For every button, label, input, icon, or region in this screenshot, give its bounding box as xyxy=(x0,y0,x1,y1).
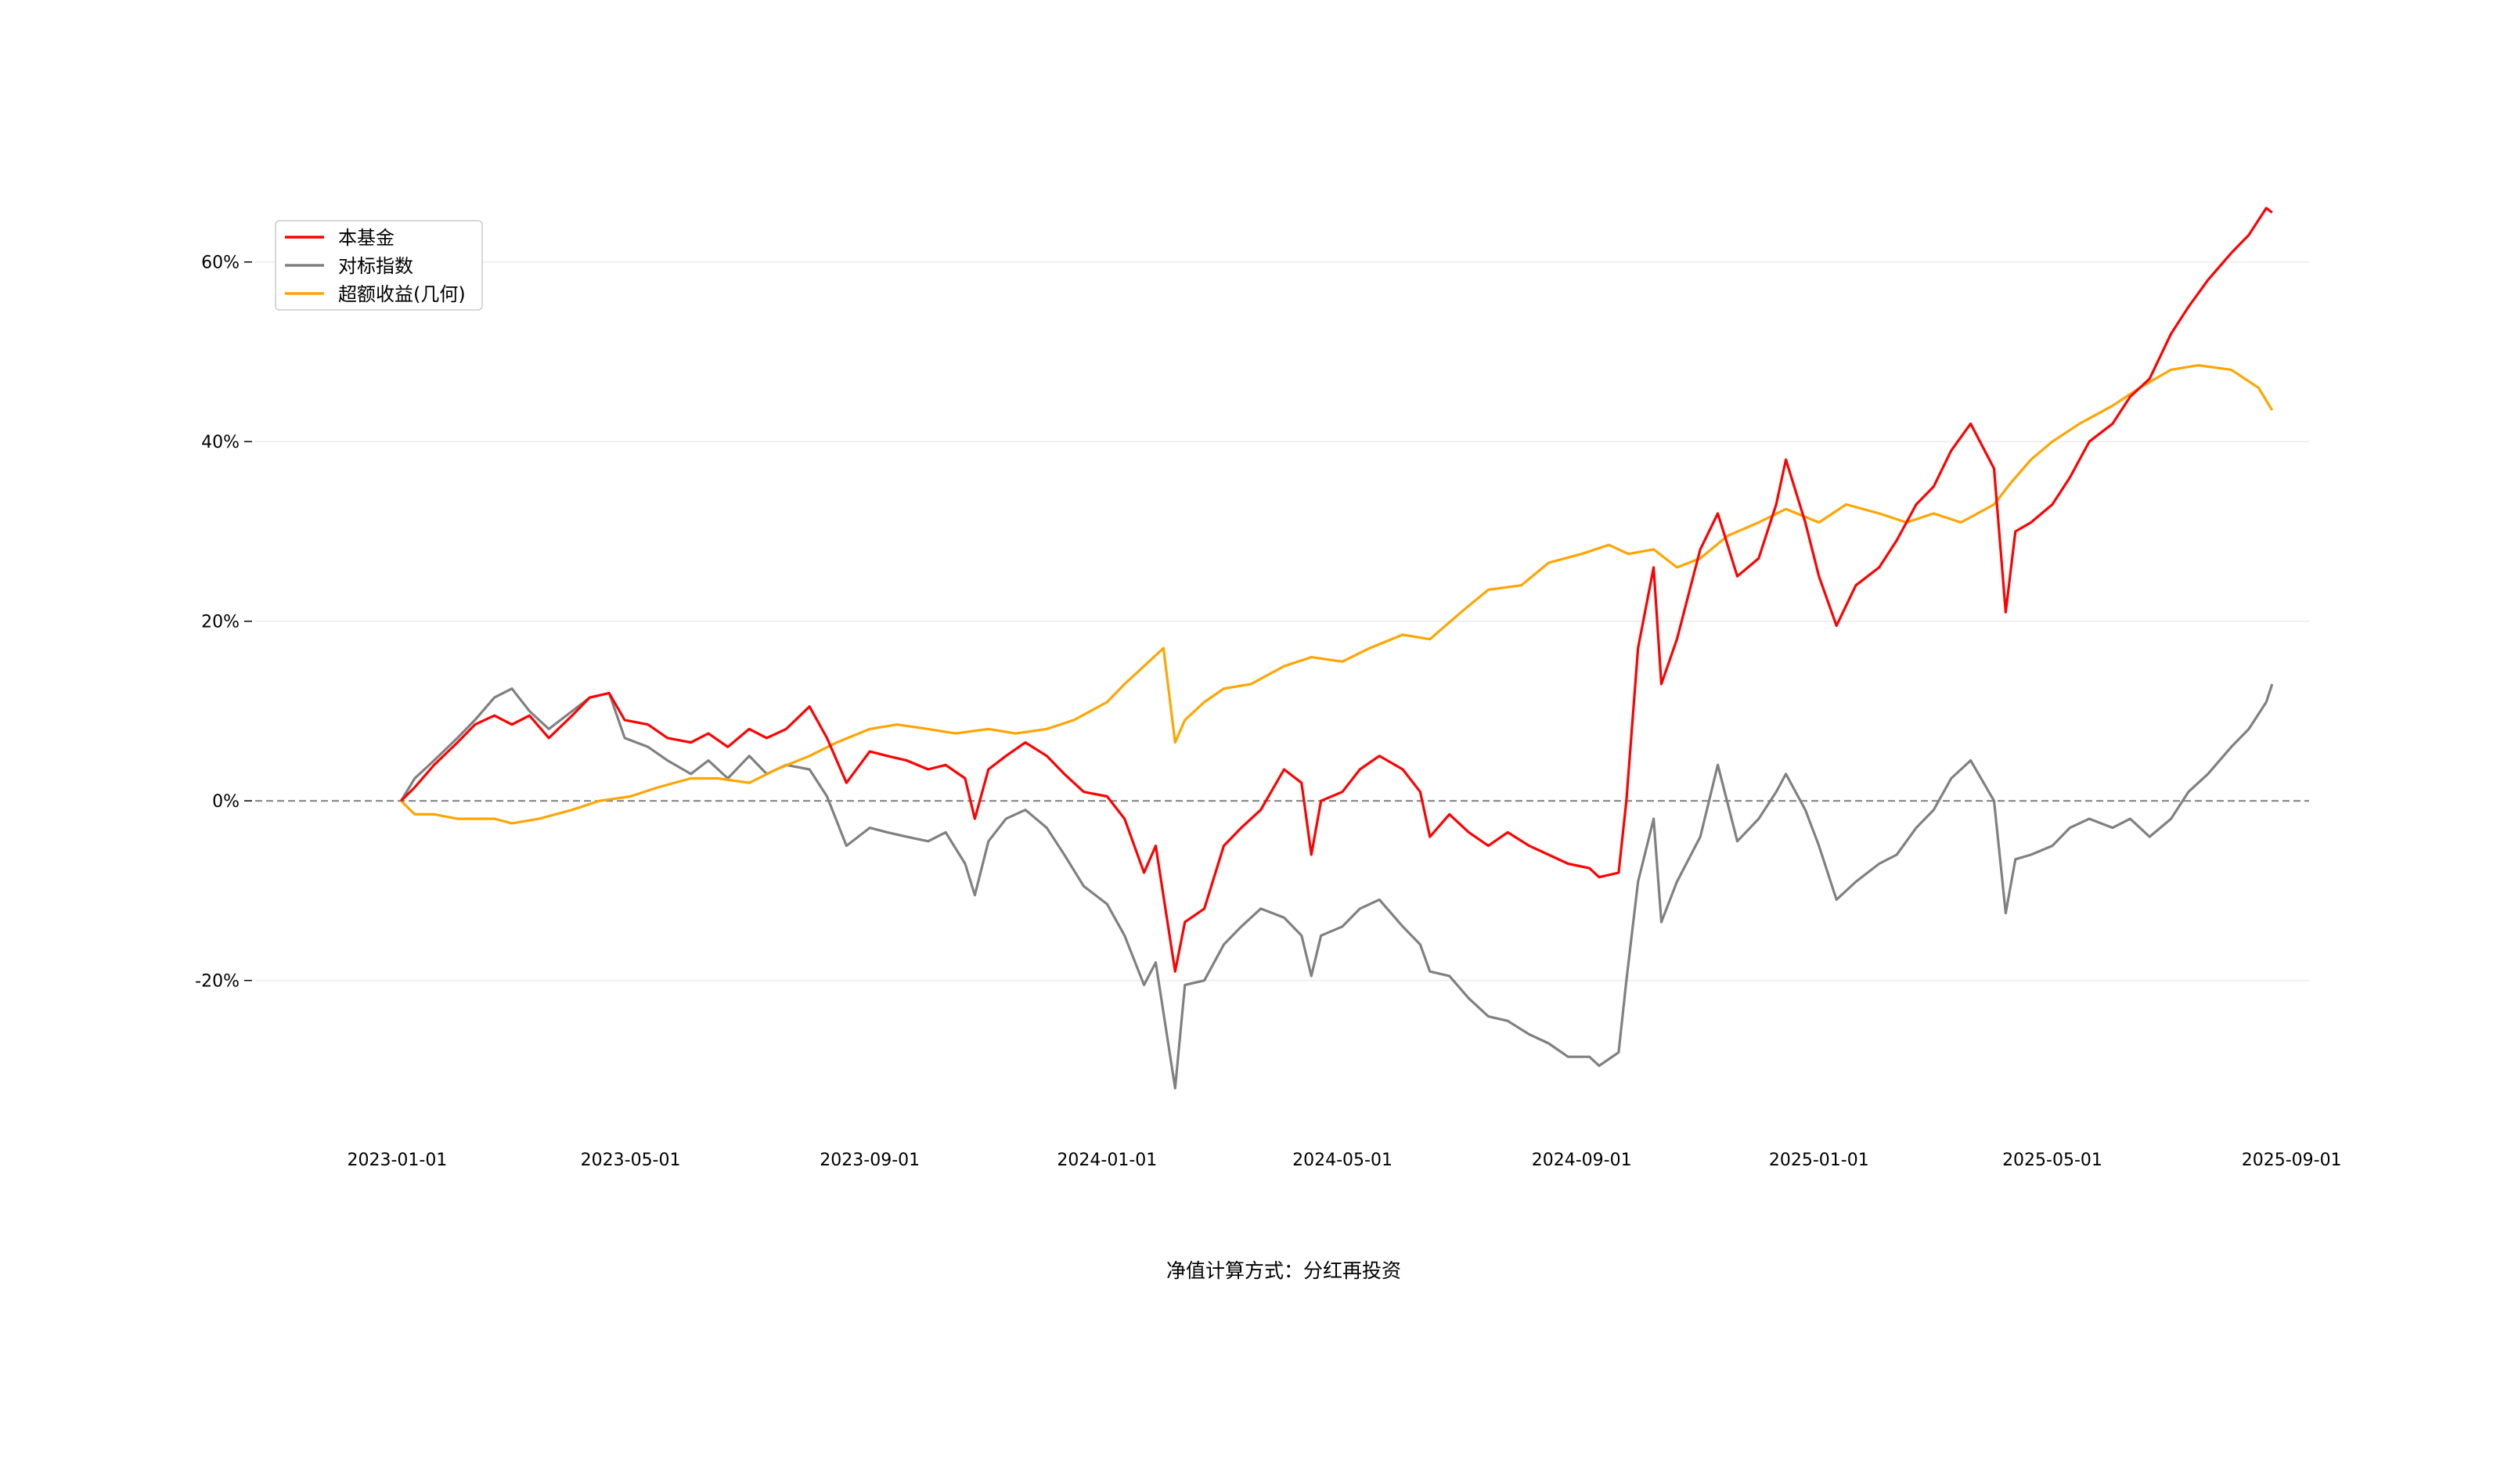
y-tick-label: -20% xyxy=(195,972,240,992)
x-tick-label: 2023-05-01 xyxy=(581,1151,681,1170)
y-axis: 60% 40% 20% 0% -20% xyxy=(195,254,252,992)
y-tick-label: 20% xyxy=(201,613,240,632)
fund-line xyxy=(400,207,2273,973)
legend-box xyxy=(275,220,483,311)
y-tick-label: 0% xyxy=(212,792,240,812)
benchmark-line xyxy=(400,683,2274,1090)
y-tick-label: 40% xyxy=(201,433,240,452)
x-tick-label: 2025-01-01 xyxy=(1769,1151,1869,1170)
y-tick-label: 60% xyxy=(201,254,240,273)
excess-return-line xyxy=(400,364,2274,825)
x-tick-label: 2023-01-01 xyxy=(347,1151,447,1170)
legend-label-fund: 本基金 xyxy=(338,227,395,249)
legend: 本基金 对标指数 超额收益(几何) xyxy=(275,220,483,311)
x-tick-label: 2024-05-01 xyxy=(1292,1151,1393,1170)
x-tick-label: 2024-01-01 xyxy=(1057,1151,1157,1170)
x-tick-label: 2025-09-01 xyxy=(2242,1151,2342,1170)
x-tick-label: 2023-09-01 xyxy=(820,1151,920,1170)
legend-label-benchmark: 对标指数 xyxy=(338,255,413,277)
legend-label-excess: 超额收益(几何) xyxy=(338,283,466,305)
x-axis: 2023-01-01 2023-05-01 2023-09-01 2024-01-01… xyxy=(347,1151,2341,1170)
grid-lines xyxy=(255,261,2309,982)
footnote: 净值计算方式：分红再投资 xyxy=(1166,1259,1401,1282)
series-lines xyxy=(400,207,2274,1090)
x-tick-label: 2024-09-01 xyxy=(1532,1151,1632,1170)
x-tick-label: 2025-05-01 xyxy=(2002,1151,2102,1170)
